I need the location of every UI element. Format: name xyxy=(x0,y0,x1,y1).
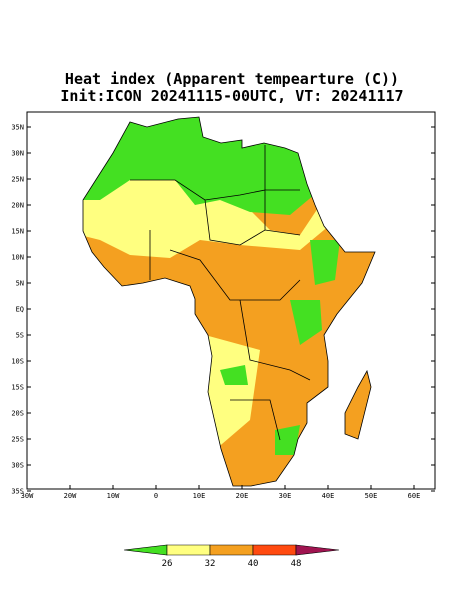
lat-label: 35S xyxy=(11,488,24,496)
lon-label: 20W xyxy=(64,492,77,500)
lon-axis: 30W 20W 10W 0 10E 20E 30E 40E 50E 60E xyxy=(21,485,421,500)
lon-label: 30E xyxy=(279,492,292,500)
colorbar: 26 32 40 48 xyxy=(123,544,340,569)
colorbar-label: 48 xyxy=(291,559,302,569)
lon-label: 10E xyxy=(193,492,206,500)
colorbar-label: 26 xyxy=(162,559,173,569)
lat-label: 20S xyxy=(11,410,24,418)
colorbar-segment xyxy=(209,544,254,556)
colorbar-segment xyxy=(123,544,168,556)
lat-label: 25S xyxy=(11,436,24,444)
colorbar-label: 32 xyxy=(205,559,216,569)
colorbar-label: 40 xyxy=(248,559,259,569)
lat-label: 20N xyxy=(11,202,24,210)
lat-label: 15N xyxy=(11,228,24,236)
lat-label: 35N xyxy=(11,124,24,132)
coastline xyxy=(82,116,376,487)
lat-label: EQ xyxy=(16,306,24,314)
lat-label: 25N xyxy=(11,176,24,184)
lon-label: 30W xyxy=(21,492,34,500)
colorbar-segment xyxy=(252,544,297,556)
lat-axis: 35N 30N 25N 20N 15N 10N 5N EQ 5S 10S 15S 20S 25S 30S 3… xyxy=(11,124,435,496)
zone-green xyxy=(220,240,340,455)
zone-yellow xyxy=(83,170,330,258)
zone-yellow xyxy=(205,335,260,450)
title: Heat index (Apparent tempearture (C)) xyxy=(65,70,399,88)
lat-label: 30N xyxy=(11,150,24,158)
lat-label: 5N xyxy=(16,280,24,288)
lon-label: 50E xyxy=(365,492,378,500)
subtitle: Init:ICON 20241115-00UTC, VT: 20241117 xyxy=(60,87,403,105)
lon-label: 0 xyxy=(154,492,158,500)
lon-label: 10W xyxy=(107,492,120,500)
colorbar-segment xyxy=(166,544,211,556)
lon-label: 60E xyxy=(408,492,421,500)
lat-label: 10S xyxy=(11,358,24,366)
lat-label: 10N xyxy=(11,254,24,262)
lat-label: 30S xyxy=(11,462,24,470)
lon-label: 20E xyxy=(236,492,249,500)
colorbar-segment xyxy=(295,544,340,556)
lat-label: 15S xyxy=(11,384,24,392)
lat-label: 5S xyxy=(16,332,24,340)
lon-label: 40E xyxy=(322,492,335,500)
